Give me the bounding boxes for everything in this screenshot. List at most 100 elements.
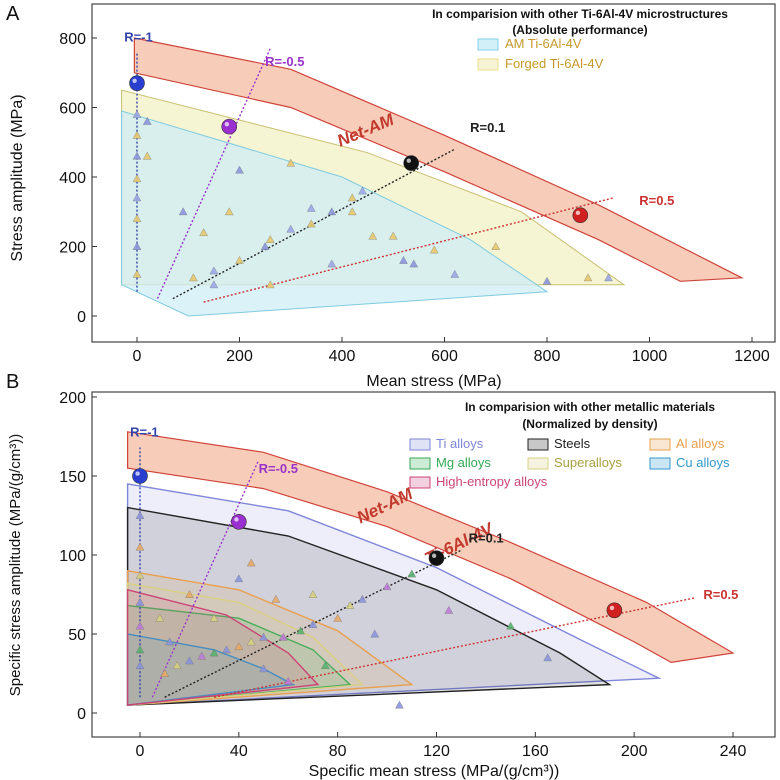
scatter-point [209,280,219,289]
ratio-line [203,197,614,303]
highlight-shine [609,605,615,611]
scatter-point [197,651,207,660]
y-tick-label: 200 [59,390,86,407]
scatter-point [306,219,316,228]
ratio-label: R=-0.5 [259,461,298,476]
scatter-point [265,235,275,243]
scatter-point [132,214,142,223]
scatter-point [409,259,419,268]
scatter-point [246,637,256,646]
y-tick-label: 150 [59,469,86,486]
x-tick-label: 0 [136,743,145,760]
scatter-point [132,110,142,118]
highlight-point [129,75,145,91]
scatter-point [395,700,404,709]
y-axis-label-a: Stress amplitude (MPa) [9,94,26,261]
highlight-shine [431,553,437,558]
panel-letter-a: A [6,3,20,25]
ratio-label: R=-1 [130,425,159,440]
legend-label: High-entropy alloys [436,474,548,489]
highlight-shine [135,471,140,476]
axes-b: 0 40 80 120 160 200 240 0 50 100 150 200 [59,390,746,760]
scatter-point [135,571,145,579]
scatter-point [132,269,142,278]
chart-title-a: In comparision with other Ti-6Al-4V micr… [432,7,728,21]
scatter-point [132,242,142,250]
scatter-point [259,664,268,673]
scatter-point [132,174,142,183]
y-axis-label-b: Specific stress amplitude (MPa/(g/cm³)) [7,434,24,697]
net-am-band [133,37,745,282]
legend-swatch [477,38,499,51]
scatter-point [135,598,145,606]
scatter-point [542,276,552,285]
x-axis-label-b: Specific mean stress (MPa/(g/cm³)) [309,763,560,780]
ratio-lines-b: R=-1 R=-0.5 R=0.1 R=0.5 [130,425,738,698]
scatter-point [260,242,270,250]
scatter-point [209,266,219,275]
scatter-point [491,242,501,250]
ratio-label: R=0.1 [470,120,505,135]
scatter-point [604,273,613,282]
legend-swatch [409,438,431,451]
scatter-point [199,228,208,236]
y-tick-label: 400 [59,170,86,187]
scatter-point [321,661,330,669]
scatter-point [308,620,318,628]
x-tick-label: 160 [522,743,549,760]
y-tick-label: 800 [59,31,86,48]
panel-a: A Net-AM R=-1 R=-0.5 R=0.1 R=0.5 0 200 400 600… [6,3,776,390]
scatter-point [189,273,198,282]
scatter-point [388,231,398,240]
highlight-shine [575,210,581,216]
scatter-point [271,594,281,603]
scatter-point [135,621,145,630]
highlight-shine [224,122,230,127]
legend-label: Steels [554,436,591,451]
y-tick-label: 0 [77,309,86,326]
x-tick-label: 120 [423,743,450,760]
highlight-point [403,155,419,171]
scatter-point [286,224,296,233]
scatter-point [165,637,174,646]
legend-label: Forged Ti-6Al-4V [505,56,604,71]
legend-swatch [477,58,499,71]
y-tick-label: 600 [59,101,86,118]
highlight-layer-a [129,75,589,224]
highlight-point [231,514,247,530]
scatter-point [286,158,296,167]
highlight-shine [406,158,411,163]
highlight-point [428,550,445,566]
scatter-layer-b [135,511,552,709]
legend-label: Superalloys [554,455,622,470]
scatter-point [224,207,234,216]
scatter-point [155,613,165,622]
legend-label: Ti alloys [436,436,484,451]
legend-label: Cu alloys [676,455,730,470]
scatter-point [368,231,378,240]
legend-swatch [527,457,549,470]
ratio-label: R=0.5 [639,193,674,208]
chart-subtitle-b: (Normalized by density) [522,417,657,431]
scatter-point [234,642,244,650]
x-axis-label-a: Mean stress (MPa) [366,373,501,390]
x-tick-label: 0 [133,348,142,365]
x-tick-label: 240 [720,743,747,760]
ratio-line [156,48,271,299]
x-tick-label: 800 [534,348,561,365]
scatter-point [382,582,392,590]
scatter-point [450,269,460,278]
legend-label: AM Ti-6Al-4V [505,36,582,51]
ratio-line [172,148,456,300]
ratio-label: R=0.1 [469,530,504,545]
scatter-point [135,645,145,654]
scatter-point [296,626,305,635]
scatter-point [308,590,318,598]
scatter-point [429,245,439,254]
legend-swatch [649,438,671,451]
scatter-point [265,280,275,289]
ratio-label: R=-1 [124,29,153,44]
net-am-band-a: Net-AM [133,37,745,282]
scatter-point [327,207,337,216]
